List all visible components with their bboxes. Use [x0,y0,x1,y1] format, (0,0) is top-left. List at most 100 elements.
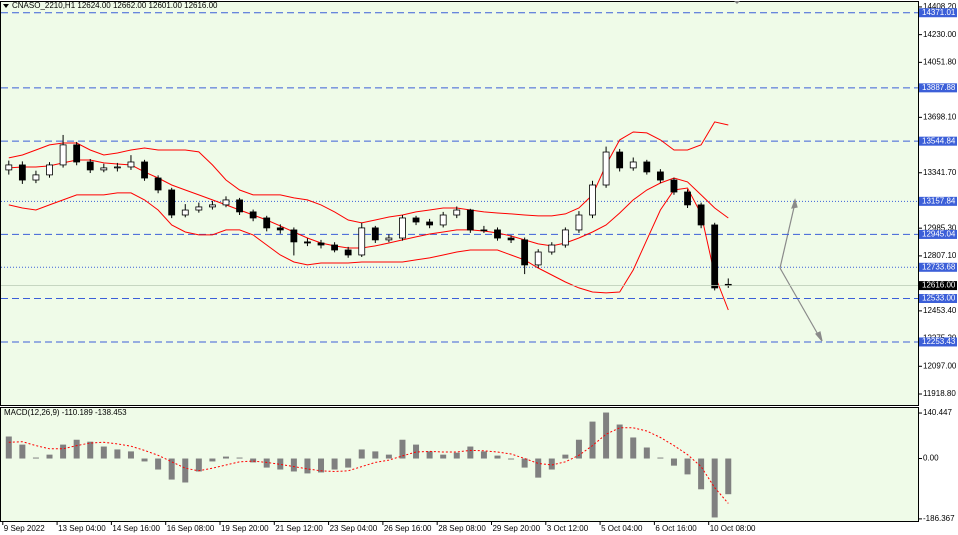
macd-bar [304,458,311,474]
candle-body [494,229,501,239]
x-tick-label: 23 Sep 04:00 [330,524,378,533]
candle-body [534,251,542,266]
level-label: 12945.04 [922,230,956,239]
bollinger-line [8,187,729,311]
candle-body [480,229,488,232]
macd-bar [698,458,705,490]
candle-body [86,161,94,171]
macd-bar [331,458,338,470]
arrow-up [779,202,796,269]
candle-body [466,209,474,231]
y-tick-label: 14408.20 [923,2,957,11]
candle-body [100,167,108,171]
level-label-bg [919,262,957,272]
macd-bar [277,458,284,470]
candle-body [385,237,393,241]
macd-bar [168,458,175,480]
x-tick-label: 6 Oct 16:00 [655,524,697,533]
arrow-head [791,198,798,209]
candle-body [331,244,338,251]
macd-bar [426,451,433,459]
candle-body [548,244,556,253]
level-label: 14371.01 [922,8,956,17]
x-tick-label: 3 Oct 12:00 [547,524,589,533]
macd-bar [684,458,691,475]
macd-bar [521,458,528,468]
y-tick-label: 12097.00 [923,361,957,370]
candle-body [711,224,719,289]
y-tick-label: 12453.40 [923,306,957,315]
last-price-bg [919,281,957,291]
macd-bar [236,457,243,459]
macd-bar [467,446,474,459]
candle-body [684,191,691,206]
candle-body [249,211,257,219]
macd-bar [630,437,637,459]
macd-bar [19,444,26,459]
macd-bar [399,439,406,459]
macd-bar [46,454,53,459]
candle-body [412,217,420,223]
candle-body [656,171,664,181]
candle-body [358,227,366,256]
level-label: 12533.00 [922,294,956,303]
candle-body [521,239,529,266]
level-label-bg [919,83,957,93]
level-label-bg [919,337,957,347]
level-label: 13157.84 [922,196,956,205]
candle-body [168,189,176,216]
candle-body [263,217,271,229]
candle-body [629,161,637,169]
y-tick-label: 14230.00 [923,30,957,39]
candle-body [616,151,624,169]
candle-body [181,209,189,216]
macd-bar [413,444,420,459]
candle-body [59,144,67,166]
macd-bar [385,454,392,459]
level-label: 13544.84 [922,136,956,145]
menu-triangle[interactable] [3,4,9,8]
candle-body [32,174,40,181]
macd-bar [508,458,515,460]
macd-bar [670,458,677,466]
arrow-head [815,331,823,342]
macd-bar [589,421,596,459]
candle-body [697,204,705,226]
level-label-bg [919,196,957,206]
y-tick-label: 13341.70 [923,168,957,177]
macd-bar [603,412,610,459]
macd-bar [141,458,148,462]
macd-bar [440,454,447,459]
x-tick-label: 16 Sep 08:00 [167,524,215,533]
chart-title: CNASO_2210,H1 12624.00 12662.00 12601.00… [12,1,218,10]
candle-body [575,214,583,231]
candle-body [344,249,352,256]
x-tick-label: 9 Sep 2022 [4,524,45,533]
macd-bar [127,451,134,459]
macd-bar [548,458,555,470]
macd-bar [195,458,202,472]
macd-bar [575,439,582,459]
candle-body [304,241,311,244]
macd-bar [318,458,325,473]
candle-body [290,229,298,243]
macd-bar [250,458,257,463]
candle-body [209,204,216,208]
macd-bar [73,439,80,459]
macd-bar [372,451,379,459]
macd-bar [182,458,189,483]
macd-bar [480,451,487,459]
x-tick-label: 14 Sep 16:00 [112,524,160,533]
macd-bar [494,455,501,459]
x-tick-label: 13 Sep 04:00 [58,524,106,533]
candle-body [561,229,569,246]
macd-bar [114,449,121,459]
candle-body [5,164,13,171]
x-tick-label: 26 Sep 16:00 [384,524,432,533]
macd-bar [5,436,12,459]
candle-body [154,177,162,191]
y-tick-label: 12807.10 [923,251,957,260]
projection-arrows [779,198,823,342]
level-label-bg [919,8,957,18]
